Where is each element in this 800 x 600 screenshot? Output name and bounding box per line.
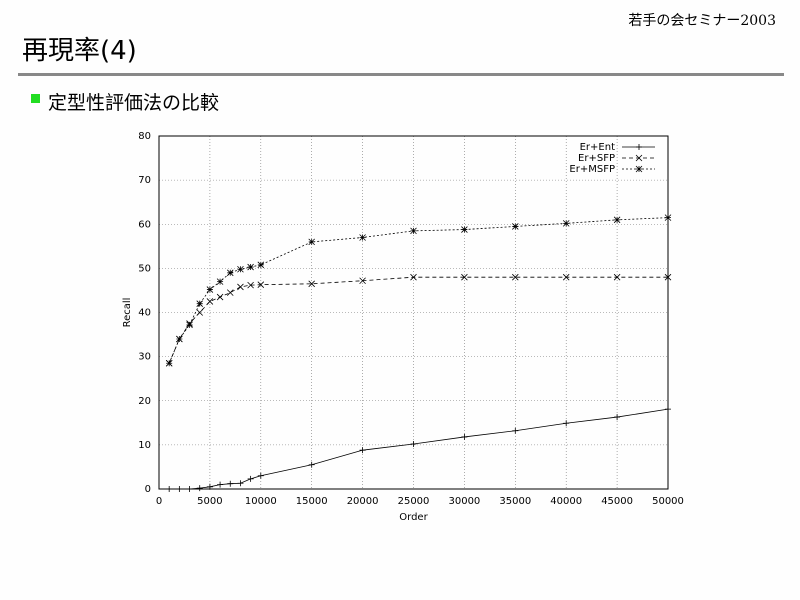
data-point — [359, 277, 366, 285]
x-tick-label: 40000 — [550, 496, 582, 507]
y-tick-label: 30 — [138, 352, 151, 363]
data-point — [562, 220, 570, 227]
title-rule — [18, 73, 784, 76]
data-point — [257, 261, 265, 269]
data-point — [512, 427, 519, 434]
data-point — [247, 263, 254, 271]
data-point — [308, 280, 315, 288]
data-point — [186, 486, 193, 492]
data-point — [206, 286, 214, 293]
data-point — [410, 227, 417, 235]
series-line — [168, 276, 668, 364]
data-point — [359, 234, 366, 241]
x-tick-label: 30000 — [448, 496, 480, 507]
data-point — [410, 273, 417, 281]
data-point — [196, 485, 203, 492]
data-point — [512, 273, 519, 281]
y-tick-label: 10 — [138, 440, 151, 451]
x-tick-label: 35000 — [499, 496, 531, 507]
data-point — [217, 481, 224, 488]
data-point — [563, 420, 570, 427]
x-tick-label: 0 — [156, 496, 162, 507]
y-tick-label: 20 — [138, 396, 151, 407]
data-point — [216, 293, 224, 301]
data-point — [206, 298, 214, 305]
bullet-text: 定型性評価法の比較 — [48, 92, 220, 114]
x-tick-label: 10000 — [245, 496, 277, 507]
legend-label: Er+MSFP — [569, 164, 615, 175]
data-point — [257, 472, 264, 479]
data-point — [176, 335, 183, 343]
data-point — [461, 226, 468, 233]
data-point — [664, 214, 672, 221]
x-tick-label: 50000 — [652, 496, 684, 507]
data-point — [226, 269, 234, 277]
data-point — [206, 483, 213, 490]
data-point — [237, 283, 244, 291]
data-point — [196, 300, 204, 307]
y-tick-label: 60 — [138, 219, 151, 230]
data-point — [257, 281, 265, 288]
data-point — [461, 273, 468, 281]
data-point — [237, 480, 244, 487]
bullet-marker — [31, 94, 40, 103]
data-point — [512, 223, 519, 230]
data-point — [359, 447, 366, 454]
data-point — [237, 265, 244, 273]
data-point — [247, 475, 254, 482]
series-line — [168, 217, 669, 364]
data-point — [614, 414, 621, 421]
x-tick-label: 20000 — [347, 496, 379, 507]
y-tick-label: 50 — [138, 263, 151, 274]
data-point — [186, 321, 193, 329]
y-tick-label: 40 — [138, 308, 151, 319]
x-tick-label: 5000 — [197, 496, 222, 507]
legend-label: Er+SFP — [578, 153, 615, 164]
legend-marker — [635, 154, 643, 162]
y-tick-label: 0 — [145, 484, 151, 495]
x-tick-label: 15000 — [296, 496, 328, 507]
legend-marker — [636, 144, 642, 150]
y-axis-label: Recall — [122, 298, 133, 328]
data-point — [308, 238, 315, 246]
data-point — [247, 281, 254, 289]
data-point — [227, 480, 234, 487]
y-tick-label: 80 — [138, 131, 151, 142]
data-point — [562, 273, 570, 281]
data-point — [226, 289, 234, 296]
data-point — [166, 486, 173, 492]
slide-title: 再現率(4) — [22, 36, 137, 66]
data-point — [308, 461, 315, 468]
data-point — [664, 273, 672, 281]
data-point — [613, 273, 621, 281]
x-axis-label: Order — [399, 512, 428, 523]
data-point — [216, 278, 224, 285]
data-point — [410, 440, 417, 447]
legend-marker — [635, 165, 643, 173]
x-tick-label: 25000 — [398, 496, 430, 507]
data-point — [165, 359, 173, 367]
x-tick-label: 45000 — [601, 496, 633, 507]
series-line — [169, 408, 669, 490]
data-point — [176, 486, 183, 492]
plot-frame — [158, 135, 669, 490]
data-point — [613, 216, 621, 224]
seminar-label: 若手の会セミナー2003 — [628, 13, 776, 29]
y-tick-label: 70 — [138, 175, 151, 186]
data-point — [665, 406, 671, 413]
data-point — [461, 433, 468, 440]
legend-label: Er+Ent — [580, 142, 615, 153]
data-point — [196, 309, 204, 316]
